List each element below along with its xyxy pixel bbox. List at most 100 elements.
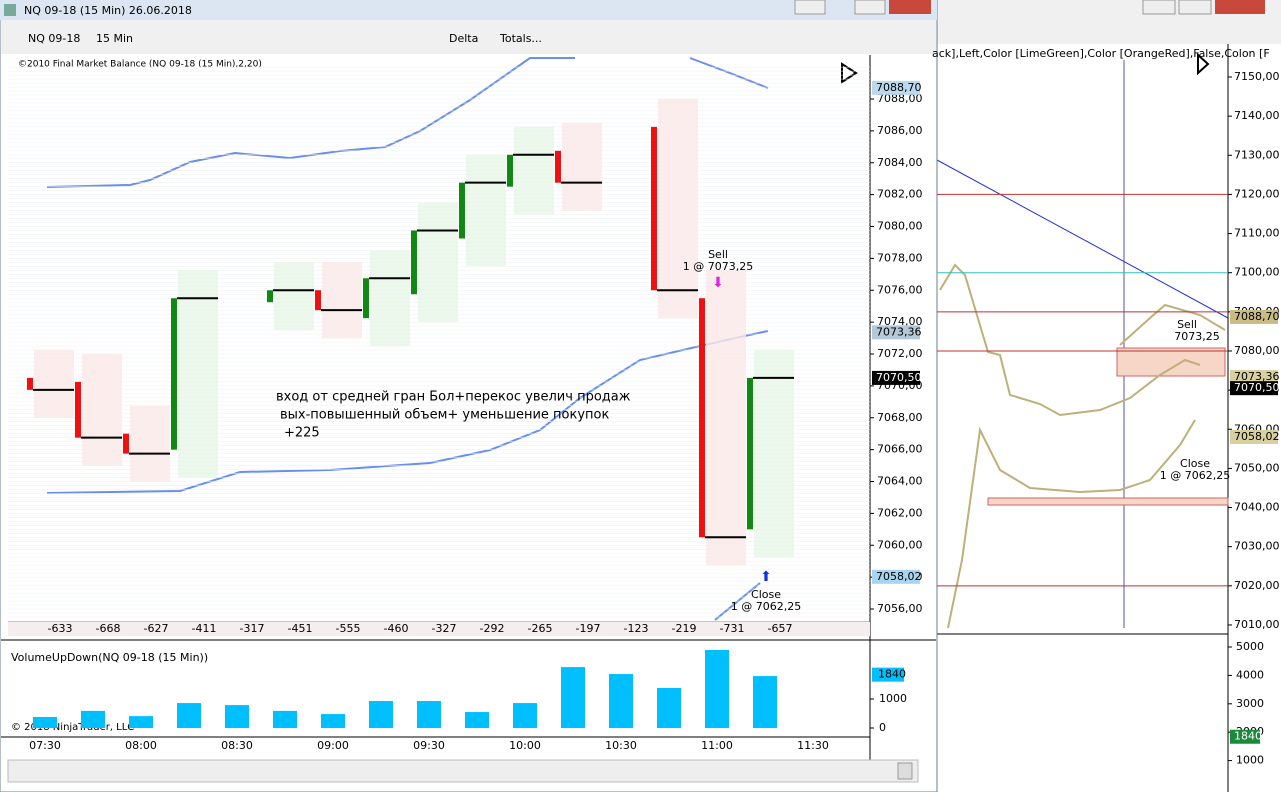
price-tick-label: 7130,00	[1234, 148, 1280, 161]
interval-select[interactable]: 15 Min	[96, 32, 133, 45]
price-tick-label: 7062,00	[877, 506, 923, 519]
volume-bar	[465, 712, 489, 728]
totals-select[interactable]: Totals...	[499, 32, 542, 45]
volume-bar	[129, 716, 153, 728]
band-mid	[939, 263, 1201, 417]
footprint	[322, 262, 362, 339]
candle-body	[75, 381, 81, 438]
time-label: 11:30	[797, 739, 829, 752]
delta-value: -317	[240, 622, 265, 635]
app-icon	[4, 4, 16, 16]
volume-tick-label: 1000	[879, 692, 907, 705]
delta-value: -555	[336, 622, 361, 635]
nav-icon[interactable]	[841, 62, 858, 84]
price-tag	[872, 80, 920, 95]
delta-value: -657	[768, 622, 793, 635]
btn-close[interactable]	[889, 0, 931, 14]
price-tick-label: 7010,00	[1234, 618, 1280, 631]
price-tag-label: 7073,36	[876, 325, 922, 338]
volume-bar	[753, 676, 777, 728]
volume-bar	[705, 649, 729, 728]
candle-body	[171, 298, 177, 450]
annotation-line: вход от средней гран Бол+перекос увелич …	[276, 390, 631, 405]
volume-tick-label: 0	[879, 721, 886, 734]
price-tick-label: 7030,00	[1234, 540, 1280, 553]
price-tag	[1230, 430, 1278, 445]
btn-max[interactable]	[1178, 0, 1212, 15]
footprint	[418, 202, 458, 323]
volume-tick-label: 1000	[1236, 754, 1264, 767]
price-tick-label: 7082,00	[877, 188, 923, 201]
buy-arrow: ⬆	[760, 569, 772, 585]
price-tag	[1230, 309, 1278, 324]
close-fill: 1 @ 7062,25	[731, 600, 801, 613]
price-tick-label: 7078,00	[877, 251, 923, 264]
btn-min[interactable]	[794, 0, 826, 15]
delta-value: -460	[384, 622, 409, 635]
btn-close[interactable]	[1215, 0, 1265, 14]
volume-label: VolumeUpDown(NQ 09-18 (15 Min))	[11, 651, 208, 664]
btn-max[interactable]	[854, 0, 886, 15]
footprint	[706, 270, 746, 566]
delta-value: -219	[672, 622, 697, 635]
time-label: 10:30	[605, 739, 637, 752]
study-select[interactable]: Delta	[449, 32, 478, 45]
zone	[1116, 347, 1226, 377]
scroll-thumb[interactable]	[897, 762, 913, 780]
volume-bar	[321, 714, 345, 728]
volume-bar	[561, 667, 585, 728]
delta-value: -197	[576, 622, 601, 635]
price-tick-label: 7086,00	[877, 124, 923, 137]
price-tag-label: 7088,70	[1234, 310, 1280, 323]
price-tag-label: 7070,50	[1234, 381, 1280, 394]
footprint	[82, 353, 122, 466]
sell-label: Sell	[708, 248, 728, 261]
candle-body	[27, 377, 33, 390]
price-tick-label: 7020,00	[1234, 579, 1280, 592]
price-tag	[1230, 381, 1278, 396]
footprint	[34, 349, 74, 418]
window-title: NQ 09-18 (15 Min) 26.06.2018	[24, 4, 192, 17]
instrument-select[interactable]: NQ 09-18	[28, 32, 80, 45]
nav-icon[interactable]	[1197, 52, 1210, 76]
candle-body	[411, 230, 417, 295]
price-tag	[872, 569, 920, 584]
price-tag-label: 7058,02	[876, 570, 922, 583]
indicator-label: ©2010 Final Market Balance (NQ 09-18 (15…	[18, 60, 262, 70]
zone	[987, 497, 1229, 506]
scrollbar[interactable]	[7, 759, 919, 783]
toolbar	[1, 20, 936, 54]
price-tick-label: 7120,00	[1234, 187, 1280, 200]
volume-bar	[81, 710, 105, 728]
delta-value: -123	[624, 622, 649, 635]
candle-body	[363, 278, 369, 319]
footprint	[562, 122, 602, 211]
price-tag-label: 7070,50	[876, 371, 922, 384]
time-label: 09:30	[413, 739, 445, 752]
price-tick-label: 7080,00	[877, 220, 923, 233]
close-fill: 1 @ 7062,25	[1160, 469, 1230, 482]
volume-bar	[225, 705, 249, 728]
delta-value: -731	[720, 622, 745, 635]
price-tick-label: 7074,00	[877, 315, 923, 328]
right-header: ack],Left,Color [LimeGreen],Color [Orang…	[932, 47, 1270, 60]
sell-arrow: ⬇	[712, 275, 724, 291]
price-tick-label: 7076,00	[877, 283, 923, 296]
price-tag-label: 7088,70	[876, 81, 922, 94]
btn-min[interactable]	[1142, 0, 1176, 15]
delta-value: -633	[48, 622, 73, 635]
price-tick-label: 7110,00	[1234, 227, 1280, 240]
volume-bar	[417, 701, 441, 728]
price-tick-label: 7084,00	[877, 156, 923, 169]
sell-fill: 7073,25	[1174, 330, 1220, 343]
band-up	[46, 57, 575, 188]
volume-bar	[369, 701, 393, 728]
volume-tick-label: 5000	[1236, 640, 1264, 653]
price-tick-label: 7040,00	[1234, 501, 1280, 514]
price-tick-label: 7056,00	[877, 602, 923, 615]
right-toolbar	[937, 20, 1281, 44]
price-tick-label: 7088,00	[877, 92, 923, 105]
price-tick-label: 7080,00	[1234, 344, 1280, 357]
delta-value: -327	[432, 622, 457, 635]
